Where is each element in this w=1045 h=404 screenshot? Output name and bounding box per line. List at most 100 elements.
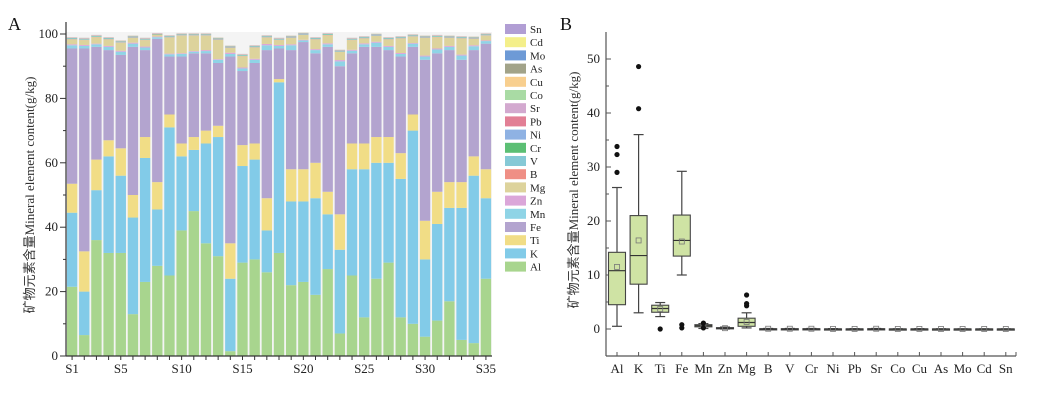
box-as [931, 326, 951, 332]
bar-segment-mn-s16 [249, 59, 260, 63]
bar-segment-fe-s25 [359, 46, 370, 144]
bar-segment-mn-s20 [298, 40, 309, 43]
bar-segment-mg-s8 [152, 34, 163, 37]
bar-segment-mg-s6 [127, 37, 139, 43]
bar-segment-ti-s30 [419, 220, 431, 260]
bar-segment-mn-s18 [273, 45, 285, 49]
bar-segment-k-s16 [249, 159, 260, 260]
bar-segment-fe-s20 [298, 42, 309, 170]
a-y-tick-label: 60 [45, 155, 58, 170]
bar-segment-zn-s34 [468, 45, 479, 47]
bar-segment-k-s7 [139, 157, 151, 282]
bar-segment-mg-s16 [249, 47, 260, 59]
bar-segment-v-s7 [139, 39, 151, 40]
bar-segment-mg-s30 [419, 37, 431, 56]
bar-segment-zn-s8 [152, 36, 163, 38]
bar-segment-al-s27 [383, 262, 394, 356]
a-y-tick-label: 20 [45, 284, 58, 299]
legend-swatch-mn [505, 208, 526, 219]
bar-segment-fe-s8 [152, 38, 163, 183]
bar-segment-ti-s2 [79, 251, 90, 292]
mean-marker [1002, 326, 1009, 332]
bar-segment-ti-s18 [273, 79, 285, 83]
bar-segment-zn-s15 [237, 67, 248, 69]
bar-segment-zn-s25 [359, 43, 370, 45]
bar-segment-k-s9 [164, 127, 175, 276]
bar-segment-fe-s27 [383, 50, 394, 138]
b-y-tick-label: 30 [587, 159, 600, 174]
legend-swatch-ti [505, 235, 526, 246]
bar-segment-al-s31 [432, 320, 443, 356]
bar-segment-v-s26 [371, 34, 382, 36]
bar-segment-v-s1 [66, 38, 78, 40]
bar-segment-k-s18 [273, 82, 285, 253]
b-x-tick-label: Cr [805, 361, 819, 376]
mean-marker [635, 237, 642, 244]
mean-marker [808, 325, 815, 332]
bar-segment-mn-s21 [310, 50, 321, 54]
a-y-tick-label: 80 [45, 90, 58, 105]
bar-segment-v-s29 [407, 35, 419, 37]
bar-segment-mg-s9 [164, 37, 175, 54]
bar-segment-ti-s33 [456, 182, 467, 208]
bar-segment-v-s3 [91, 36, 102, 37]
legend-swatch-cd [505, 37, 526, 48]
bar-segment-k-s11 [188, 149, 199, 212]
bar-segment-k-s34 [468, 175, 479, 344]
bar-segment-fe-s21 [310, 53, 321, 163]
bar-segment-mg-s26 [371, 35, 382, 42]
b-x-tick-label: Sn [999, 361, 1013, 376]
b-y-tick-label: 10 [587, 267, 600, 282]
bar-segment-fe-s6 [127, 46, 139, 195]
bar-segment-fe-s1 [66, 48, 78, 184]
mean-marker [830, 325, 836, 332]
box-mn [694, 320, 713, 331]
bar-segment-fe-s17 [261, 50, 273, 199]
mean-marker [786, 325, 793, 332]
b-x-tick-label: Mo [954, 361, 972, 376]
a-axes: 0 20 40 60 80 100 S1 S5 S10 S15 S20 S25 S30 S35 [39, 22, 496, 376]
bar-segment-fe-s10 [176, 56, 187, 144]
bar-segment-v-s28 [395, 37, 406, 39]
bar-segment-v-s4 [103, 38, 114, 40]
bar-segment-v-s9 [164, 36, 175, 38]
bar-segment-zn-s35 [480, 40, 492, 42]
legend-label-cd: Cd [530, 37, 543, 49]
bar-segment-fe-s12 [200, 53, 212, 131]
legend-label-ti: Ti [530, 235, 539, 247]
bar-segment-mn-s22 [322, 44, 333, 47]
bar-segment-ti-s14 [225, 243, 236, 279]
mean-marker [851, 325, 858, 332]
bar-segment-mg-s27 [383, 39, 394, 46]
bar-segment-al-s23 [334, 333, 346, 356]
bar-segment-ti-s1 [66, 183, 78, 213]
bar-segment-k-s2 [79, 291, 90, 336]
legend-label-co: Co [530, 90, 543, 102]
bar-segment-fe-s13 [212, 62, 224, 126]
bar-segment-al-s25 [359, 317, 370, 356]
legend-swatch-cu [505, 76, 526, 87]
outlier-point [744, 301, 750, 307]
bar-segment-v-s5 [115, 41, 126, 43]
bar-segment-v-s17 [261, 36, 273, 38]
a-x-tick-label: S20 [293, 361, 313, 376]
legend-swatch-v [505, 156, 526, 166]
bar-segment-k-s14 [225, 278, 236, 352]
box-pb [845, 325, 864, 332]
a-x-tick-label: S10 [172, 361, 192, 376]
bar-segment-mg-s29 [407, 36, 419, 44]
bar-segment-al-s7 [139, 281, 151, 356]
bar-segment-ti-s25 [359, 143, 370, 170]
mean-marker [657, 306, 664, 312]
bar-segment-mg-s15 [237, 56, 248, 68]
bar-segment-k-s4 [103, 156, 114, 253]
bar-segment-al-s6 [127, 314, 139, 356]
bar-segment-zn-s26 [371, 41, 382, 43]
b-x-tick-label: Cu [912, 361, 928, 376]
bar-segment-zn-s32 [444, 45, 455, 47]
bar-segment-k-s12 [200, 143, 212, 244]
bar-segment-mg-s4 [103, 39, 114, 46]
bar-segment-zn-s23 [334, 60, 346, 62]
bar-segment-ti-s26 [371, 137, 382, 163]
legend-label-pb: Pb [530, 116, 542, 128]
